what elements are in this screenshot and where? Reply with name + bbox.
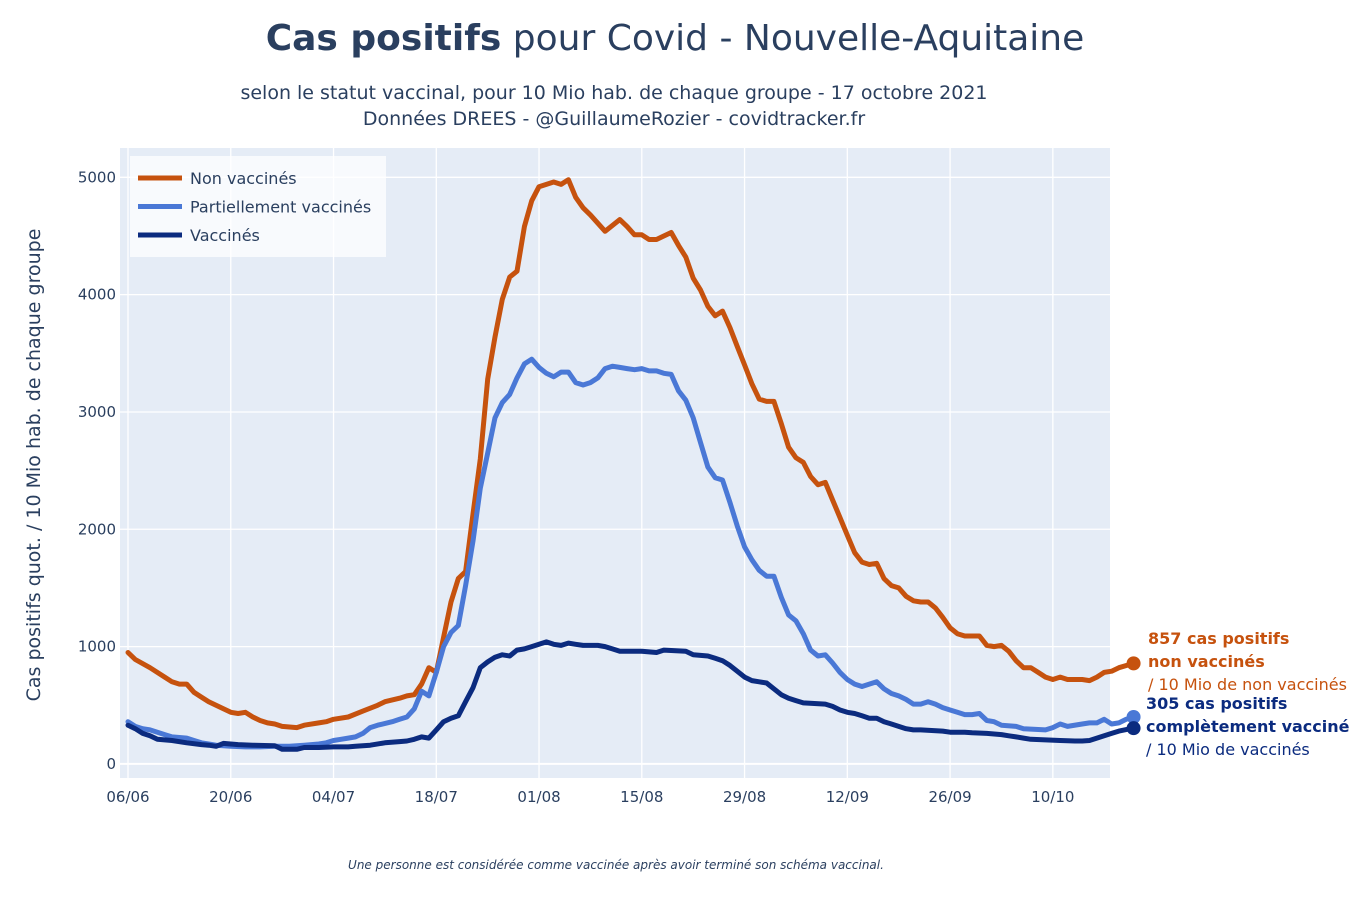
chart-title-bold: Cas positifs: [265, 18, 502, 59]
y-tick-label: 1000: [78, 638, 116, 656]
y-tick-label: 3000: [78, 403, 116, 421]
annotation-vaccines: 305 cas positifs complètement vaccinés /…: [1146, 692, 1350, 761]
y-tick-label: 0: [106, 755, 116, 773]
x-tick-label: 12/09: [826, 788, 869, 806]
annotation-non-vaccines-line2: non vaccinés: [1148, 652, 1265, 671]
y-axis-ticks: 0 1000 2000 3000 4000 5000: [78, 168, 116, 773]
chart-subtitle-line2: Données DREES - @GuillaumeRozier - covid…: [362, 108, 866, 130]
series-endpoints: [1126, 656, 1141, 736]
endpoint-vaccines: [1126, 721, 1141, 736]
x-tick-label: 26/09: [928, 788, 971, 806]
x-tick-label: 04/07: [312, 788, 355, 806]
chart-title: Cas positifs pour Covid - Nouvelle-Aquit…: [0, 18, 1350, 59]
chart-title-rest: pour Covid - Nouvelle-Aquitaine: [501, 18, 1085, 59]
endpoint-non_vaccines: [1126, 656, 1141, 671]
annotation-non-vaccines: 857 cas positifs non vaccinés / 10 Mio d…: [1148, 627, 1347, 696]
legend: Non vaccinés Partiellement vaccinés Vaccin…: [130, 156, 386, 257]
series-lines: [125, 177, 1137, 752]
x-tick-label: 06/06: [106, 788, 149, 806]
annotation-vaccines-line2: complètement vaccinés: [1146, 717, 1350, 736]
endpoint-partiellement: [1126, 709, 1141, 724]
x-tick-label: 18/07: [415, 788, 458, 806]
series-line-vaccines: [125, 639, 1137, 752]
x-axis-ticks: 06/06 20/06 04/07 18/07 01/08 15/08 29/08 12/09…: [106, 788, 1074, 806]
chart-subtitle-line1: selon le statut vaccinal, pour 10 Mio ha…: [240, 82, 988, 104]
series-line-non_vaccines: [125, 177, 1137, 731]
legend-label-vaccines: Vaccinés: [190, 226, 260, 245]
y-tick-label: 5000: [78, 168, 116, 186]
legend-label-non_vaccines: Non vaccinés: [190, 169, 297, 188]
y-tick-label: 2000: [78, 520, 116, 538]
x-tick-label: 20/06: [209, 788, 252, 806]
x-tick-label: 29/08: [723, 788, 766, 806]
y-axis-label: Cas positifs quot. / 10 Mio hab. de chaq…: [23, 229, 45, 702]
annotation-non-vaccines-line1: 857 cas positifs: [1148, 629, 1290, 648]
x-tick-label: 01/08: [517, 788, 560, 806]
annotation-vaccines-line1: 305 cas positifs: [1146, 694, 1288, 713]
annotation-non-vaccines-line3: / 10 Mio de non vaccinés: [1148, 675, 1347, 694]
x-tick-label: 10/10: [1031, 788, 1074, 806]
x-tick-label: 15/08: [620, 788, 663, 806]
series-line-partiellement: [125, 356, 1137, 750]
footnote: Une personne est considérée comme vaccin…: [348, 858, 884, 872]
y-tick-label: 4000: [78, 286, 116, 304]
legend-label-partiellement: Partiellement vaccinés: [190, 198, 371, 217]
annotation-vaccines-line3: / 10 Mio de vaccinés: [1146, 740, 1310, 759]
